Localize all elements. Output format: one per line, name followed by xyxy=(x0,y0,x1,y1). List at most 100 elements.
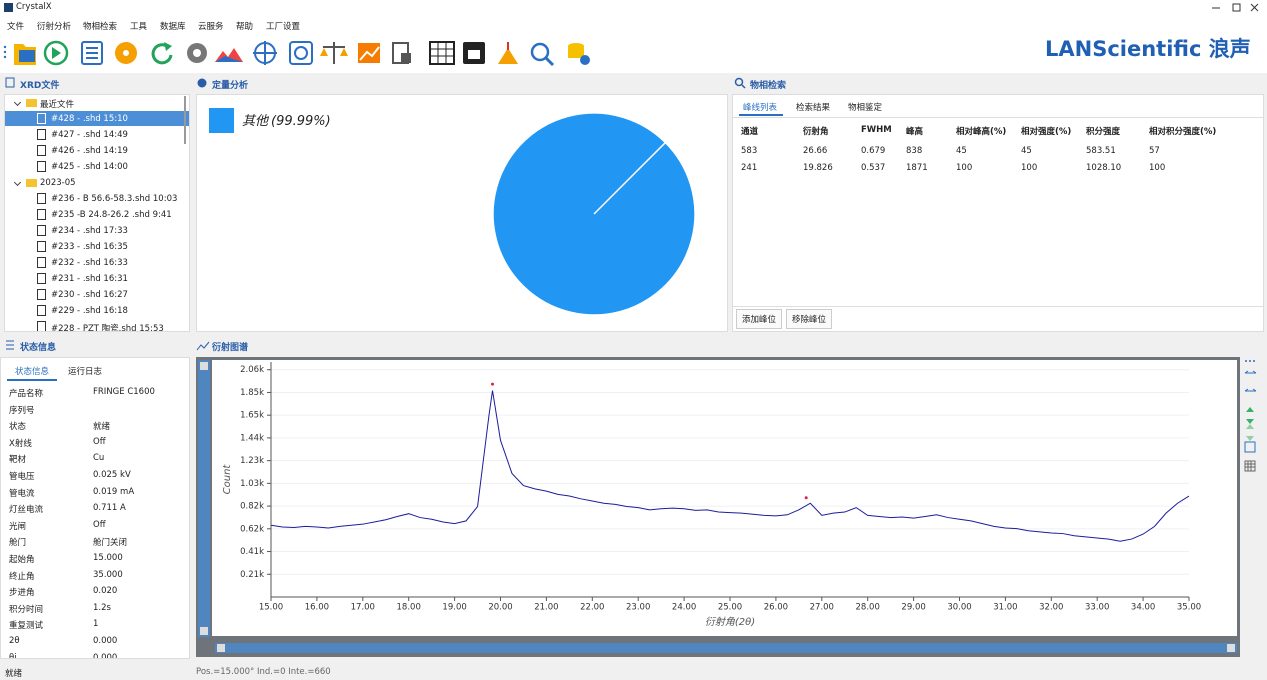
folder-label[interactable]: 2023-05 xyxy=(40,178,76,188)
menu-item[interactable]: 工厂设置 xyxy=(266,22,301,32)
table-cell[interactable]: 0.679 xyxy=(861,146,886,156)
menu-bar: 文件 衍射分析 物相检索 工具 数据库 云服务 帮助 工厂设置 xyxy=(0,16,1267,33)
tab[interactable]: 物相鉴定 xyxy=(848,103,883,113)
panel-title: XRD文件 xyxy=(20,81,60,91)
tab[interactable]: 运行日志 xyxy=(68,367,103,377)
file-item[interactable]: #233 - .shd 16:35 xyxy=(51,242,128,252)
scroll-handle[interactable] xyxy=(217,644,225,652)
button[interactable]: 添加峰位 xyxy=(736,309,783,329)
table-cell[interactable]: 583 xyxy=(741,146,758,156)
x-tick-label: 18.00 xyxy=(397,603,421,613)
app-icon xyxy=(4,3,13,12)
status-value: 0.000 xyxy=(93,636,118,646)
status-label: 2θ xyxy=(9,636,20,646)
y-axis-label: Count xyxy=(222,464,233,495)
y-tick-label: 0.82k xyxy=(240,502,264,512)
x-tick-label: 17.00 xyxy=(351,603,375,613)
expand-chevron[interactable] xyxy=(13,178,22,187)
table-cell[interactable]: 100 xyxy=(1021,163,1038,173)
x-tick-label: 27.00 xyxy=(810,603,834,613)
file-item[interactable]: #232 - .shd 16:33 xyxy=(51,258,128,268)
status-value: Off xyxy=(93,519,106,530)
table-cell[interactable]: 1871 xyxy=(906,163,928,173)
y-tick-label: 1.65k xyxy=(240,411,264,421)
file-item[interactable]: #427 - .shd 14:49 xyxy=(51,130,128,140)
tab[interactable]: 检索结果 xyxy=(796,103,831,113)
file-item[interactable]: #425 - .shd 14:00 xyxy=(51,162,128,172)
tab[interactable]: 峰线列表 xyxy=(743,103,778,113)
table-cell[interactable]: 26.66 xyxy=(803,146,828,156)
status-state: 就绪 xyxy=(5,669,23,679)
window-controls[interactable] xyxy=(1200,0,1267,16)
table-cell[interactable]: 838 xyxy=(906,146,923,156)
table-header: FWHM xyxy=(861,125,892,135)
expand-chevron[interactable] xyxy=(13,98,22,107)
table-header: 相对峰高(%) xyxy=(956,127,1007,137)
status-value: 0.019 mA xyxy=(93,486,135,497)
table-cell[interactable]: 0.537 xyxy=(861,163,886,173)
brand-logo: LANScientific 浪声 xyxy=(1045,33,1251,63)
status-value: 舱门关闭 xyxy=(93,538,128,549)
file-item[interactable]: #230 - .shd 16:27 xyxy=(51,290,128,300)
menu-item[interactable]: 物相检索 xyxy=(83,22,118,32)
x-tick-label: 20.00 xyxy=(488,603,512,613)
table-header: 衍射角 xyxy=(803,127,829,137)
menu-item[interactable]: 衍射分析 xyxy=(37,22,72,32)
status-label: X射线 xyxy=(9,438,32,449)
button[interactable]: 移除峰位 xyxy=(786,309,833,329)
file-item[interactable]: #235 -B 24.8-26.2 .shd 9:41 xyxy=(51,210,172,220)
status-value: 0.711 A xyxy=(93,503,126,514)
file-item[interactable]: #426 - .shd 14:19 xyxy=(51,146,128,156)
scrollbar[interactable] xyxy=(184,96,186,144)
table-cell[interactable]: 100 xyxy=(1149,163,1166,173)
pie-chart: 其他 (99.99%) xyxy=(209,108,696,316)
file-item[interactable]: #234 - .shd 17:33 xyxy=(51,226,128,236)
file-item[interactable]: #229 - .shd 16:18 xyxy=(51,306,128,316)
file-item[interactable]: #228 - PZT 陶瓷.shd 15:53 xyxy=(51,324,164,332)
table-area xyxy=(733,117,1263,307)
status-value: 15.000 xyxy=(93,553,123,563)
status-info: Pos.=15.000° Ind.=0 Inte.=660 xyxy=(196,667,331,677)
status-label: 终止角 xyxy=(9,571,35,582)
scroll-handle[interactable] xyxy=(200,627,208,635)
vertical-scrollbar[interactable] xyxy=(198,360,210,637)
status-value: Off xyxy=(93,436,106,447)
status-label: 序列号 xyxy=(9,405,35,416)
chart-tools[interactable] xyxy=(1242,357,1262,477)
file-item[interactable]: #236 - B 56.6-58.3.shd 10:03 xyxy=(51,194,178,204)
folder-label[interactable]: 最近文件 xyxy=(40,100,75,110)
legend-label: 其他 (99.99%) xyxy=(242,114,331,129)
status-value: FRINGE C1600 xyxy=(93,387,155,397)
x-tick-label: 35.00 xyxy=(1177,603,1201,613)
scroll-handle[interactable] xyxy=(1227,644,1235,652)
quant-panel: 其他 (99.99%) xyxy=(196,94,728,332)
folder-icon xyxy=(26,99,37,107)
table-cell[interactable]: 241 xyxy=(741,163,758,173)
table-cell[interactable]: 100 xyxy=(956,163,973,173)
file-item[interactable]: #428 - .shd 15:10 xyxy=(51,114,128,124)
x-tick-label: 29.00 xyxy=(901,603,925,613)
scroll-handle[interactable] xyxy=(200,362,208,370)
toolbar-icons[interactable] xyxy=(0,36,600,70)
table-cell[interactable]: 57 xyxy=(1149,146,1160,156)
x-tick-label: 32.00 xyxy=(1039,603,1063,613)
menu-item[interactable]: 工具 xyxy=(130,22,148,32)
table-cell[interactable]: 1028.10 xyxy=(1086,163,1122,173)
table-cell[interactable]: 19.826 xyxy=(803,163,833,173)
table-cell[interactable]: 583.51 xyxy=(1086,146,1116,156)
x-tick-label: 34.00 xyxy=(1131,603,1155,613)
menu-item[interactable]: 数据库 xyxy=(160,22,186,32)
file-icon xyxy=(37,289,46,300)
status-value: 0.020 xyxy=(93,586,118,597)
horizontal-scrollbar[interactable] xyxy=(215,643,1237,653)
panel-title: 物相检索 xyxy=(750,81,787,91)
status-label: θi xyxy=(9,652,17,659)
menu-item[interactable]: 文件 xyxy=(7,22,25,32)
panel-title: 状态信息 xyxy=(20,343,57,353)
file-item[interactable]: #231 - .shd 16:31 xyxy=(51,274,128,284)
table-cell[interactable]: 45 xyxy=(956,146,967,156)
table-cell[interactable]: 45 xyxy=(1021,146,1032,156)
menu-item[interactable]: 云服务 xyxy=(198,22,224,32)
tab[interactable]: 状态信息 xyxy=(15,367,50,377)
menu-item[interactable]: 帮助 xyxy=(236,22,254,32)
